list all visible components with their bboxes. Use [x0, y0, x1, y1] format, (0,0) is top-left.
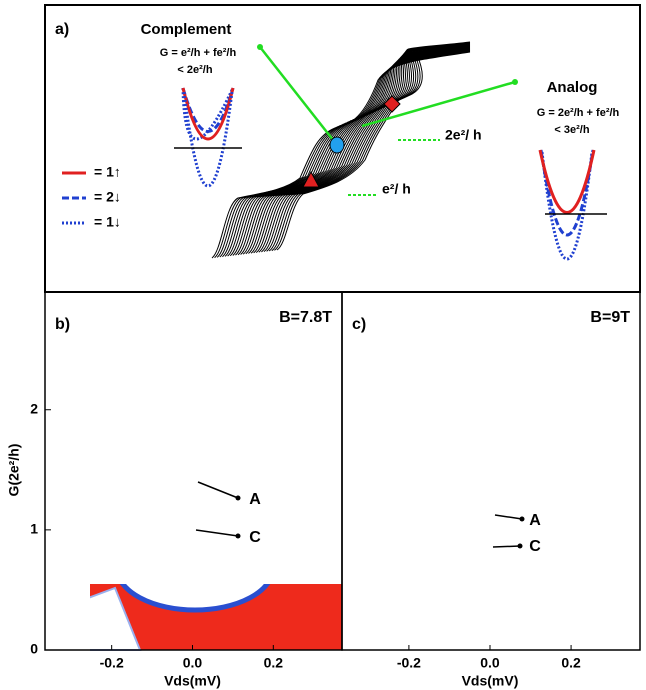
blue-band: [342, 467, 640, 476]
x-axis-label: Vds(mV): [164, 673, 221, 689]
leader-line: [259, 46, 338, 146]
marker-dot: [235, 495, 241, 501]
conductance-curves: [211, 41, 471, 259]
marker-dot: [235, 533, 241, 539]
diamond-marker: [383, 95, 401, 113]
white-region: [342, 588, 437, 650]
conductance-curve: [276, 41, 471, 251]
field-label: B=7.8T: [279, 309, 332, 326]
blue-band: [342, 384, 640, 402]
circle-marker: [329, 136, 345, 154]
legend-label: = 1↑: [94, 164, 121, 180]
red-region: [342, 485, 481, 540]
leader-line: [361, 80, 516, 128]
analog-bound: < 3e²/h: [554, 124, 589, 136]
complement-formula: G = e²/h + fe²/h: [160, 47, 237, 59]
conductance-curve: [245, 46, 471, 255]
marker-pointer: [195, 529, 239, 537]
band-1-down: [540, 151, 594, 261]
conductance-curve: [253, 45, 471, 254]
panel-label: a): [55, 21, 69, 38]
map-background: [342, 292, 640, 650]
conductance-curve: [268, 42, 471, 252]
leader-dot: [512, 79, 518, 85]
feature-label: A: [249, 491, 261, 508]
x-tick-label: 0.2: [561, 655, 581, 671]
blue-band: [342, 536, 640, 546]
blue-band: [45, 332, 342, 346]
conductance-curve: [274, 41, 471, 251]
feature-label: A: [529, 512, 541, 529]
y-axis-label: G(2e²/h): [6, 444, 22, 497]
conductance-curve: [258, 44, 471, 253]
blue-band: [45, 452, 342, 468]
conductance-curve: [248, 45, 471, 254]
red-region: [45, 485, 184, 540]
blue-band: [342, 452, 640, 464]
legend-label: = 1↓: [94, 214, 121, 230]
marker-dot: [519, 516, 525, 522]
marker-pointer: [494, 514, 523, 520]
red-region: [175, 511, 215, 533]
analog-formula: G = 2e²/h + fe²/h: [537, 107, 620, 119]
band-1-up: [181, 87, 235, 141]
x-tick-label: 0.2: [264, 655, 284, 671]
y-tick-label: 2: [30, 400, 38, 416]
conductance-map: [45, 332, 342, 651]
blue-band: [45, 467, 342, 480]
conductance-curve: [266, 43, 471, 252]
plateau-label: e²/ h: [382, 181, 411, 197]
conductance-curve: [263, 43, 471, 253]
x-tick-label: -0.2: [100, 655, 124, 671]
complement-bound: < 2e²/h: [177, 64, 212, 76]
leader-dot: [257, 44, 263, 50]
conductance-curve: [250, 45, 471, 254]
conductance-map: [342, 292, 640, 650]
blue-band: [45, 384, 342, 406]
band-1-up: [538, 149, 596, 214]
red-region: [105, 376, 285, 450]
y-tick-label: 1: [30, 521, 38, 537]
red-region: [342, 544, 640, 650]
blue-ring: [119, 584, 271, 613]
red-region: [402, 368, 582, 450]
marker-pointer: [492, 545, 521, 548]
panel-frame: [341, 291, 641, 651]
conductance-curve: [271, 42, 471, 252]
red-region: [153, 540, 237, 580]
band-sketch-right: [538, 149, 607, 261]
conductance-curve: [255, 44, 471, 253]
marker-dot: [517, 543, 523, 549]
x-axis-label: Vds(mV): [462, 673, 519, 689]
feature-label: C: [249, 529, 261, 546]
x-tick-label: 0.0: [183, 655, 203, 671]
feature-label: C: [529, 538, 541, 555]
panel-label: c): [352, 316, 366, 333]
triangle-marker: [302, 170, 320, 188]
plateau-label: 2e²/ h: [445, 127, 482, 143]
x-tick-label: -0.2: [397, 655, 421, 671]
blue-band: [342, 332, 640, 343]
legend-label: = 2↓: [94, 189, 121, 205]
complement-title: Complement: [141, 21, 232, 38]
panel-label: b): [55, 316, 70, 333]
red-region: [472, 511, 512, 533]
legend: = 1↑ = 2↓ = 1↓: [62, 164, 121, 230]
marker-pointer: [197, 481, 239, 499]
blue-ring: [414, 526, 570, 610]
blue-band: [45, 536, 342, 546]
band-1-down: [181, 87, 235, 141]
analog-title: Analog: [547, 79, 598, 96]
field-label: B=9T: [590, 309, 630, 326]
x-tick-label: 0.0: [480, 655, 500, 671]
y-tick-label: 0: [30, 641, 38, 657]
band-sketch-left: [174, 87, 242, 188]
